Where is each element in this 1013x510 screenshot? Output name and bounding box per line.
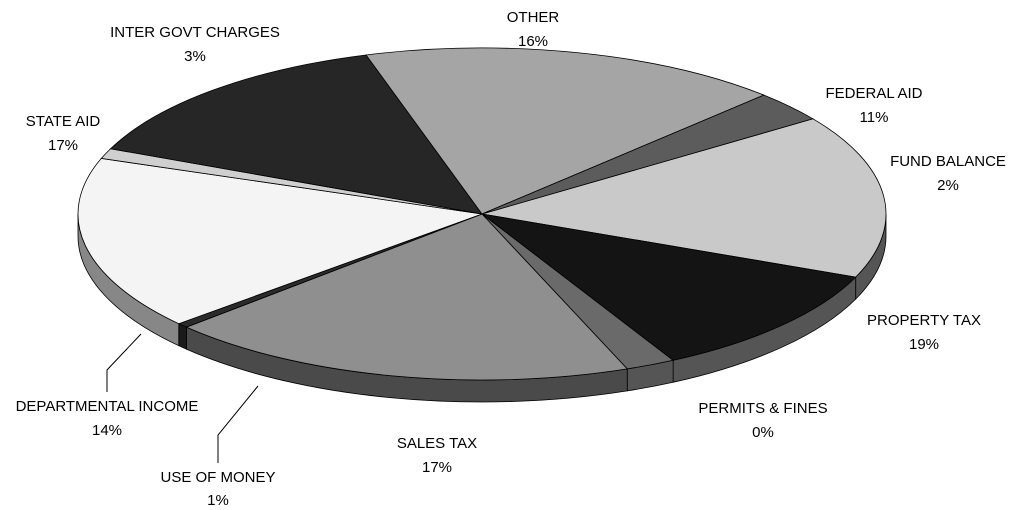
slice-labels: OTHER 16% FEDERAL AID 11% FUND BALANCE 2… [16,9,1006,509]
slice-name-permits-fines: PERMITS & FINES [698,400,827,417]
leader-line-use-of-money [217,385,259,463]
slice-percent-use-of-money: 1% [207,492,229,509]
slice-name-departmental-income: DEPARTMENTAL INCOME [16,398,199,415]
slice-other [481,118,887,278]
slice-property-tax [185,213,629,381]
slice-inter-govt-charges [481,94,814,215]
slice-name-other: OTHER [507,9,560,26]
slice-name-property-tax: PROPERTY TAX [867,312,981,329]
slice-percent-other: 16% [518,33,548,50]
slice-federal-aid [481,213,857,361]
slice-percent-state-aid: 17% [48,137,78,154]
slice-name-inter-govt-charges: INTER GOVT CHARGES [110,24,280,41]
slice-side-permits-and-fines [178,323,187,350]
slice-percent-federal-aid: 11% [860,109,889,126]
slice-departmental-income [109,54,483,215]
slice-percent-departmental-income: 14% [92,422,122,439]
slice-percent-inter-govt-charges: 3% [184,48,206,65]
slice-state-aid [365,47,765,215]
slice-percent-permits-fines: 0% [752,424,774,441]
slice-percent-fund-balance: 2% [937,177,959,194]
leader-line-departmental-income [106,333,142,392]
slice-name-fund-balance: FUND BALANCE [890,153,1006,170]
slice-sales-tax [77,157,483,325]
slice-name-use-of-money: USE OF MONEY [160,469,275,486]
slice-name-federal-aid: FEDERAL AID [826,85,923,102]
slice-name-state-aid: STATE AID [26,113,101,130]
slice-name-sales-tax: SALES TAX [397,435,477,452]
pie-top-faces [77,47,887,381]
slice-percent-property-tax: 19% [909,336,939,353]
label-leader-lines [106,333,259,463]
slice-percent-sales-tax: 17% [422,459,452,476]
